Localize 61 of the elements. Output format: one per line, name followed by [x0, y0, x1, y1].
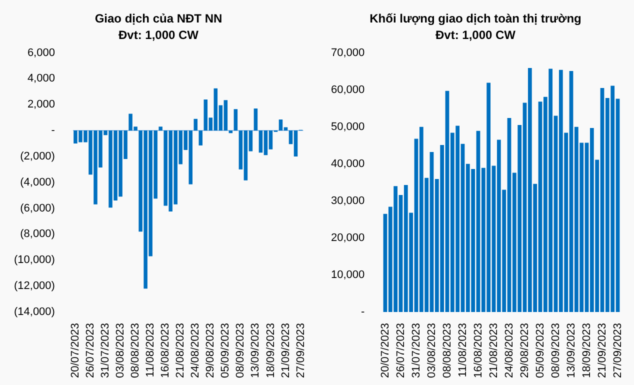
y-tick-label: (10,000)	[14, 254, 55, 266]
x-tick-label: 16/08/2023	[160, 322, 172, 378]
x-tick-label: 24/08/2023	[190, 322, 202, 378]
chart-title: Giao dịch của NĐT NN	[94, 12, 222, 26]
bar	[254, 108, 258, 131]
x-tick-label: 08/08/2023	[130, 322, 142, 378]
y-tick-label: 30,000	[330, 194, 365, 207]
x-tick-label: 08/09/2023	[234, 322, 247, 378]
bar	[234, 109, 238, 131]
x-tick-label: 29/08/2023	[518, 322, 531, 378]
y-tick-label: -	[51, 124, 56, 137]
x-tick-label: 21/08/2023	[174, 322, 187, 378]
x-tick-label: 21/08/2023	[488, 322, 500, 378]
x-tick-label: 26/07/2023	[84, 322, 97, 378]
y-tick-label: (2,000)	[20, 150, 55, 162]
x-tick-label: 08/08/2023	[441, 322, 454, 378]
y-tick-label: 4,000	[27, 72, 55, 85]
chart-title: Khối lượng giao dịch toàn thị trường	[370, 12, 582, 26]
y-tick-label: (12,000)	[14, 280, 55, 292]
y-tick-label: -	[360, 306, 365, 318]
x-tick-label: 13/09/2023	[250, 322, 262, 378]
y-tick-label: 70,000	[330, 46, 365, 59]
x-tick-label: 31/07/2023	[100, 322, 112, 378]
y-tick-label: 6,000	[27, 46, 55, 59]
y-tick-label: (4,000)	[20, 176, 55, 188]
x-tick-label: 08/09/2023	[550, 322, 562, 378]
bar	[158, 126, 162, 131]
x-tick-label: 16/08/2023	[472, 322, 484, 378]
x-tick-label: 13/09/2023	[565, 322, 578, 378]
x-tick-label: 20/07/2023	[70, 322, 82, 378]
x-tick-label: 27/09/2023	[612, 322, 624, 378]
x-tick-label: 03/08/2023	[114, 322, 127, 378]
x-tick-label: 05/09/2023	[220, 322, 232, 378]
chart-subtitle: Đvt: 1,000 CW	[118, 28, 200, 42]
chart-subtitle: Đvt: 1,000 CW	[435, 28, 516, 42]
y-tick-label: 40,000	[330, 158, 365, 170]
x-tick-label: 18/09/2023	[580, 322, 593, 378]
y-tick-label: (8,000)	[20, 228, 55, 240]
x-tick-label: 11/08/2023	[144, 322, 157, 378]
y-tick-label: 20,000	[330, 232, 365, 244]
x-tick-label: 03/08/2023	[426, 322, 438, 378]
x-tick-label: 29/08/2023	[204, 322, 217, 378]
x-tick-label: 21/09/2023	[596, 322, 608, 378]
x-tick-label: 24/08/2023	[503, 322, 516, 378]
x-tick-label: 26/07/2023	[394, 322, 407, 378]
x-tick-label: 21/09/2023	[280, 322, 292, 378]
y-tick-label: 10,000	[330, 268, 365, 281]
x-tick-label: 20/07/2023	[379, 322, 392, 378]
bar	[198, 130, 203, 146]
bar	[194, 118, 198, 131]
x-tick-label: 31/07/2023	[410, 322, 422, 378]
bar	[228, 130, 233, 134]
x-tick-label: 18/09/2023	[264, 322, 277, 378]
y-tick-label: 50,000	[330, 120, 365, 133]
x-tick-label: 27/09/2023	[294, 322, 307, 378]
y-tick-label: 2,000	[27, 98, 55, 111]
x-tick-label: 11/08/2023	[456, 322, 469, 378]
y-tick-label: (6,000)	[20, 202, 55, 214]
y-tick-label: 60,000	[330, 84, 365, 96]
x-tick-label: 05/09/2023	[534, 322, 546, 378]
y-tick-label: (14,000)	[14, 306, 55, 318]
